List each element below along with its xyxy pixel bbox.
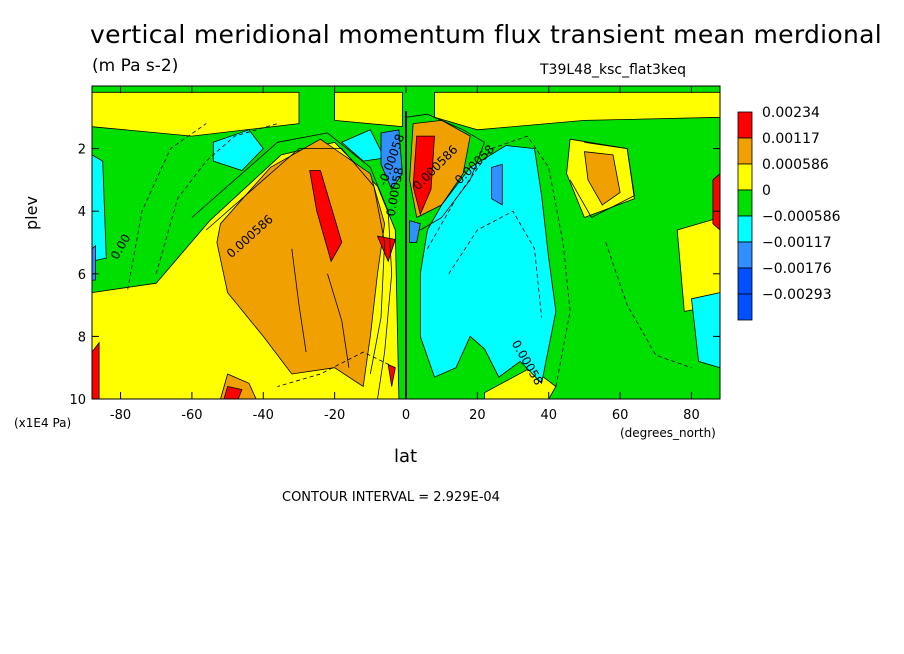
legend-swatch [737, 293, 753, 321]
legend-swatch [737, 215, 753, 243]
contour-line [291, 248, 307, 353]
contour-region-cyan [212, 129, 264, 171]
legend-swatch [737, 241, 753, 269]
legend-label: −0.00176 [762, 261, 832, 277]
contour-line [605, 242, 692, 369]
contour-line [277, 351, 396, 387]
x-tick-label: -20 [324, 408, 345, 423]
y-tick-label: 8 [78, 330, 86, 345]
y-tick-label: 10 [69, 393, 86, 408]
legend-label: 0.00234 [762, 105, 820, 121]
contour-region-orange [583, 151, 621, 206]
chart-title: vertical meridional momentum flux transi… [90, 20, 883, 49]
chart-units: (m Pa s-2) [92, 56, 179, 76]
legend-label: 0.000586 [762, 157, 829, 173]
legend-label: 0 [762, 183, 771, 199]
legend-swatch [737, 189, 753, 217]
x-tick-label: 40 [540, 408, 557, 423]
y-axis-label: plev [22, 196, 41, 230]
y-tick-label: 6 [78, 268, 86, 283]
legend-label: −0.000586 [762, 209, 841, 225]
legend-label: −0.00117 [762, 235, 832, 251]
contour-region-cyan [419, 145, 557, 385]
x-tick-label: 20 [469, 408, 486, 423]
color-legend: 0.00234 0.00117 0.000586 0 −0.000586 −0.00117… [737, 105, 841, 321]
contour-region-red [712, 172, 721, 231]
legend-label: 0.00117 [762, 131, 820, 147]
legend-label: −0.00293 [762, 287, 832, 303]
contour-line [448, 210, 542, 318]
y-tick-label: 4 [78, 205, 86, 220]
contour-line [155, 123, 278, 274]
x-tick-label: 0 [402, 408, 410, 423]
contour-region-red [376, 235, 396, 263]
x-tick-label: -80 [110, 408, 131, 423]
legend-swatch [737, 111, 753, 139]
contour-region-red [412, 135, 435, 216]
contour-region-red [309, 170, 343, 263]
contour-line [569, 141, 635, 219]
contour-region-blue [491, 163, 503, 206]
x-tick-label: 60 [612, 408, 629, 423]
contour-line [127, 123, 207, 290]
contour-line [327, 273, 350, 368]
run-label: T39L48_ksc_flat3keq [540, 62, 686, 78]
axes: -80 -60 -40 -20 0 20 40 60 80 2 4 6 8 10 [69, 85, 721, 423]
contour-line [405, 113, 485, 231]
x-axis-unit: (degrees_north) [620, 426, 716, 440]
x-axis-label: lat [394, 446, 418, 467]
contour-line [205, 148, 386, 375]
legend-swatch [737, 267, 753, 295]
x-tick-label: -60 [181, 408, 202, 423]
x-tick-label: -40 [253, 408, 274, 423]
contour-line [191, 132, 393, 400]
legend-swatch [737, 137, 753, 165]
contour-region-blue [380, 129, 403, 191]
contour-region-yellow [334, 91, 403, 128]
contour-line [427, 135, 571, 387]
legend-swatch [737, 163, 753, 191]
x-tick-label: 80 [683, 408, 700, 423]
contour-region-blue [409, 220, 421, 243]
y-tick-label: 2 [78, 143, 86, 158]
contour-region-red [91, 341, 100, 400]
contour-interval-text: CONTOUR INTERVAL = 2.929E-04 [282, 490, 500, 505]
contour-fills [91, 86, 721, 400]
contour-region-blue [91, 244, 96, 281]
contour-lines [127, 111, 692, 400]
y-axis-unit: (x1E4 Pa) [14, 416, 72, 430]
